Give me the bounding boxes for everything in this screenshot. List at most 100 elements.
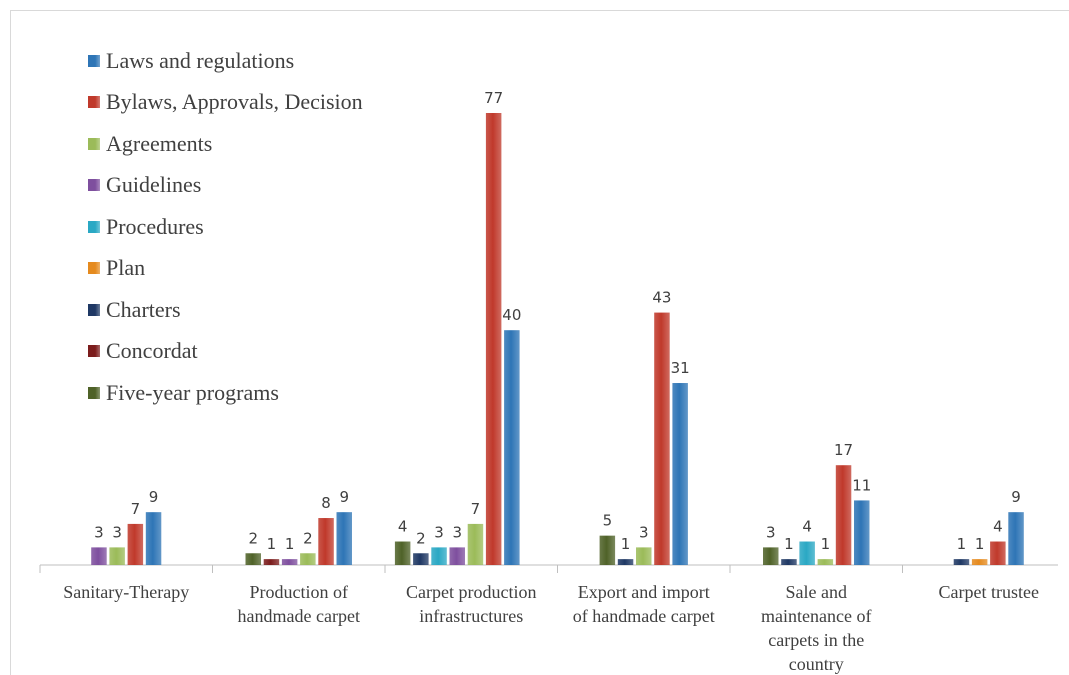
category-label: Carpet trustee (939, 582, 1039, 602)
data-label: 1 (975, 535, 985, 553)
legend-label: Guidelines (106, 172, 202, 198)
data-label: 17 (834, 441, 853, 459)
bar-guidelines-carpet-production-infrastructures (449, 547, 465, 565)
data-label: 4 (802, 518, 812, 536)
bar-concordat-production-of-handmade-carpet (263, 559, 280, 565)
data-label: 5 (603, 512, 613, 530)
legend-swatch (88, 220, 100, 233)
bar-charters-export-and-import-of-handmade-carpet (617, 559, 634, 565)
bar-laws-and-regulations-carpet-production-infrastructures (504, 330, 520, 565)
bar-bylaws-approvals-decision-production-of-handmade-carpet (318, 518, 334, 565)
legend-label: Agreements (106, 130, 213, 156)
bar-charters-carpet-production-infrastructures (413, 553, 429, 565)
bar-agreements-sanitary-therapy (109, 547, 125, 565)
data-label: 3 (112, 523, 122, 541)
bar-bylaws-approvals-decision-sanitary-therapy (127, 523, 144, 565)
bar-laws-and-regulations-export-and-import-of-handmade-carpet (672, 383, 688, 565)
data-label: 40 (502, 306, 521, 324)
bar-agreements-production-of-handmade-carpet (300, 553, 316, 565)
data-label: 2 (248, 529, 258, 547)
legend-label: Plan (106, 255, 146, 281)
data-label: 3 (452, 523, 462, 541)
legend-item-laws-and-regulations: Laws and regulations (88, 40, 363, 82)
data-label: 1 (821, 535, 831, 553)
data-label: 9 (339, 488, 349, 506)
data-label: 4 (398, 518, 408, 536)
legend-item-plan: Plan (88, 248, 363, 290)
bar-guidelines-production-of-handmade-carpet (281, 559, 298, 565)
bar-five-year-programs-export-and-import-of-handmade-carpet (599, 535, 616, 565)
data-label: 1 (267, 535, 277, 553)
bar-five-year-programs-carpet-production-infrastructures (394, 541, 411, 565)
legend-swatch (88, 54, 100, 67)
legend-item-five-year-programs: Five-year programs (88, 372, 363, 414)
legend-item-procedures: Procedures (88, 206, 363, 248)
bar-procedures-carpet-production-infrastructures (431, 547, 447, 565)
bar-five-year-programs-sale-and-maintenance-of-carpets-in-the-country (763, 547, 779, 565)
legend-swatch (88, 262, 100, 275)
bar-agreements-sale-and-maintenance-of-carpets-in-the-country (817, 559, 834, 565)
bar-bylaws-approvals-decision-sale-and-maintenance-of-carpets-in-the-country (835, 465, 852, 565)
legend-label: Procedures (106, 213, 204, 239)
legend-label: Five-year programs (106, 379, 279, 405)
legend-item-concordat: Concordat (88, 331, 363, 373)
legend-swatch (88, 137, 100, 150)
bar-laws-and-regulations-carpet-trustee (1008, 512, 1024, 565)
bar-charters-carpet-trustee (953, 559, 970, 565)
data-label: 7 (471, 500, 481, 518)
bar-agreements-carpet-production-infrastructures (467, 523, 484, 565)
chart-legend: Laws and regulations Bylaws, Approvals, D… (88, 40, 363, 414)
data-label: 3 (639, 523, 649, 541)
legend-swatch (88, 386, 100, 399)
bar-agreements-export-and-import-of-handmade-carpet (636, 547, 652, 565)
category-label: Sanitary-Therapy (63, 582, 189, 602)
category-label: Carpet production infrastructures (406, 582, 536, 626)
legend-label: Charters (106, 296, 181, 322)
data-label: 2 (303, 529, 313, 547)
data-label: 9 (149, 488, 159, 506)
bar-laws-and-regulations-sanitary-therapy (145, 512, 162, 565)
category-label: Export and import of handmade carpet (573, 582, 715, 626)
bar-laws-and-regulations-sale-and-maintenance-of-carpets-in-the-country (854, 500, 870, 565)
legend-swatch (88, 303, 100, 316)
data-label: 4 (993, 518, 1003, 536)
legend-label: Bylaws, Approvals, Decision (106, 89, 363, 115)
bar-bylaws-approvals-decision-carpet-trustee (990, 541, 1006, 565)
data-label: 31 (671, 359, 690, 377)
legend-item-agreements: Agreements (88, 123, 363, 165)
bar-charters-sale-and-maintenance-of-carpets-in-the-country (781, 559, 797, 565)
data-label: 3 (94, 523, 104, 541)
category-label: Sale and maintenance of carpets in the coun… (761, 582, 871, 674)
data-label: 11 (852, 476, 871, 494)
data-label: 3 (434, 523, 444, 541)
bar-bylaws-approvals-decision-carpet-production-infrastructures (485, 113, 502, 565)
bar-procedures-sale-and-maintenance-of-carpets-in-the-country (799, 541, 815, 565)
bar-plan-carpet-trustee (971, 559, 988, 565)
data-label: 43 (652, 289, 671, 307)
legend-swatch (88, 96, 100, 109)
category-label: Production of handmade carpet (238, 582, 360, 626)
legend-label: Laws and regulations (106, 47, 295, 73)
bar-laws-and-regulations-production-of-handmade-carpet (336, 512, 352, 565)
data-label: 7 (131, 500, 141, 518)
chart-frame (10, 10, 1069, 675)
data-label: 8 (321, 494, 331, 512)
data-label: 9 (1011, 488, 1021, 506)
data-label: 3 (766, 523, 776, 541)
bar-five-year-programs-production-of-handmade-carpet (245, 553, 261, 565)
data-label: 77 (484, 89, 503, 107)
data-label: 1 (957, 535, 967, 553)
bar-bylaws-approvals-decision-export-and-import-of-handmade-carpet (654, 312, 670, 565)
legend-item-guidelines: Guidelines (88, 165, 363, 207)
legend-label: Concordat (106, 338, 198, 364)
data-label: 1 (784, 535, 794, 553)
bar-guidelines-sanitary-therapy (91, 547, 107, 565)
legend-swatch (88, 345, 100, 358)
data-label: 1 (621, 535, 631, 553)
legend-item-charters: Charters (88, 289, 363, 331)
legend-swatch (88, 179, 100, 192)
legend-item-bylaws-approvals-decision: Bylaws, Approvals, Decision (88, 82, 363, 124)
data-label: 2 (416, 529, 426, 547)
data-label: 1 (285, 535, 295, 553)
